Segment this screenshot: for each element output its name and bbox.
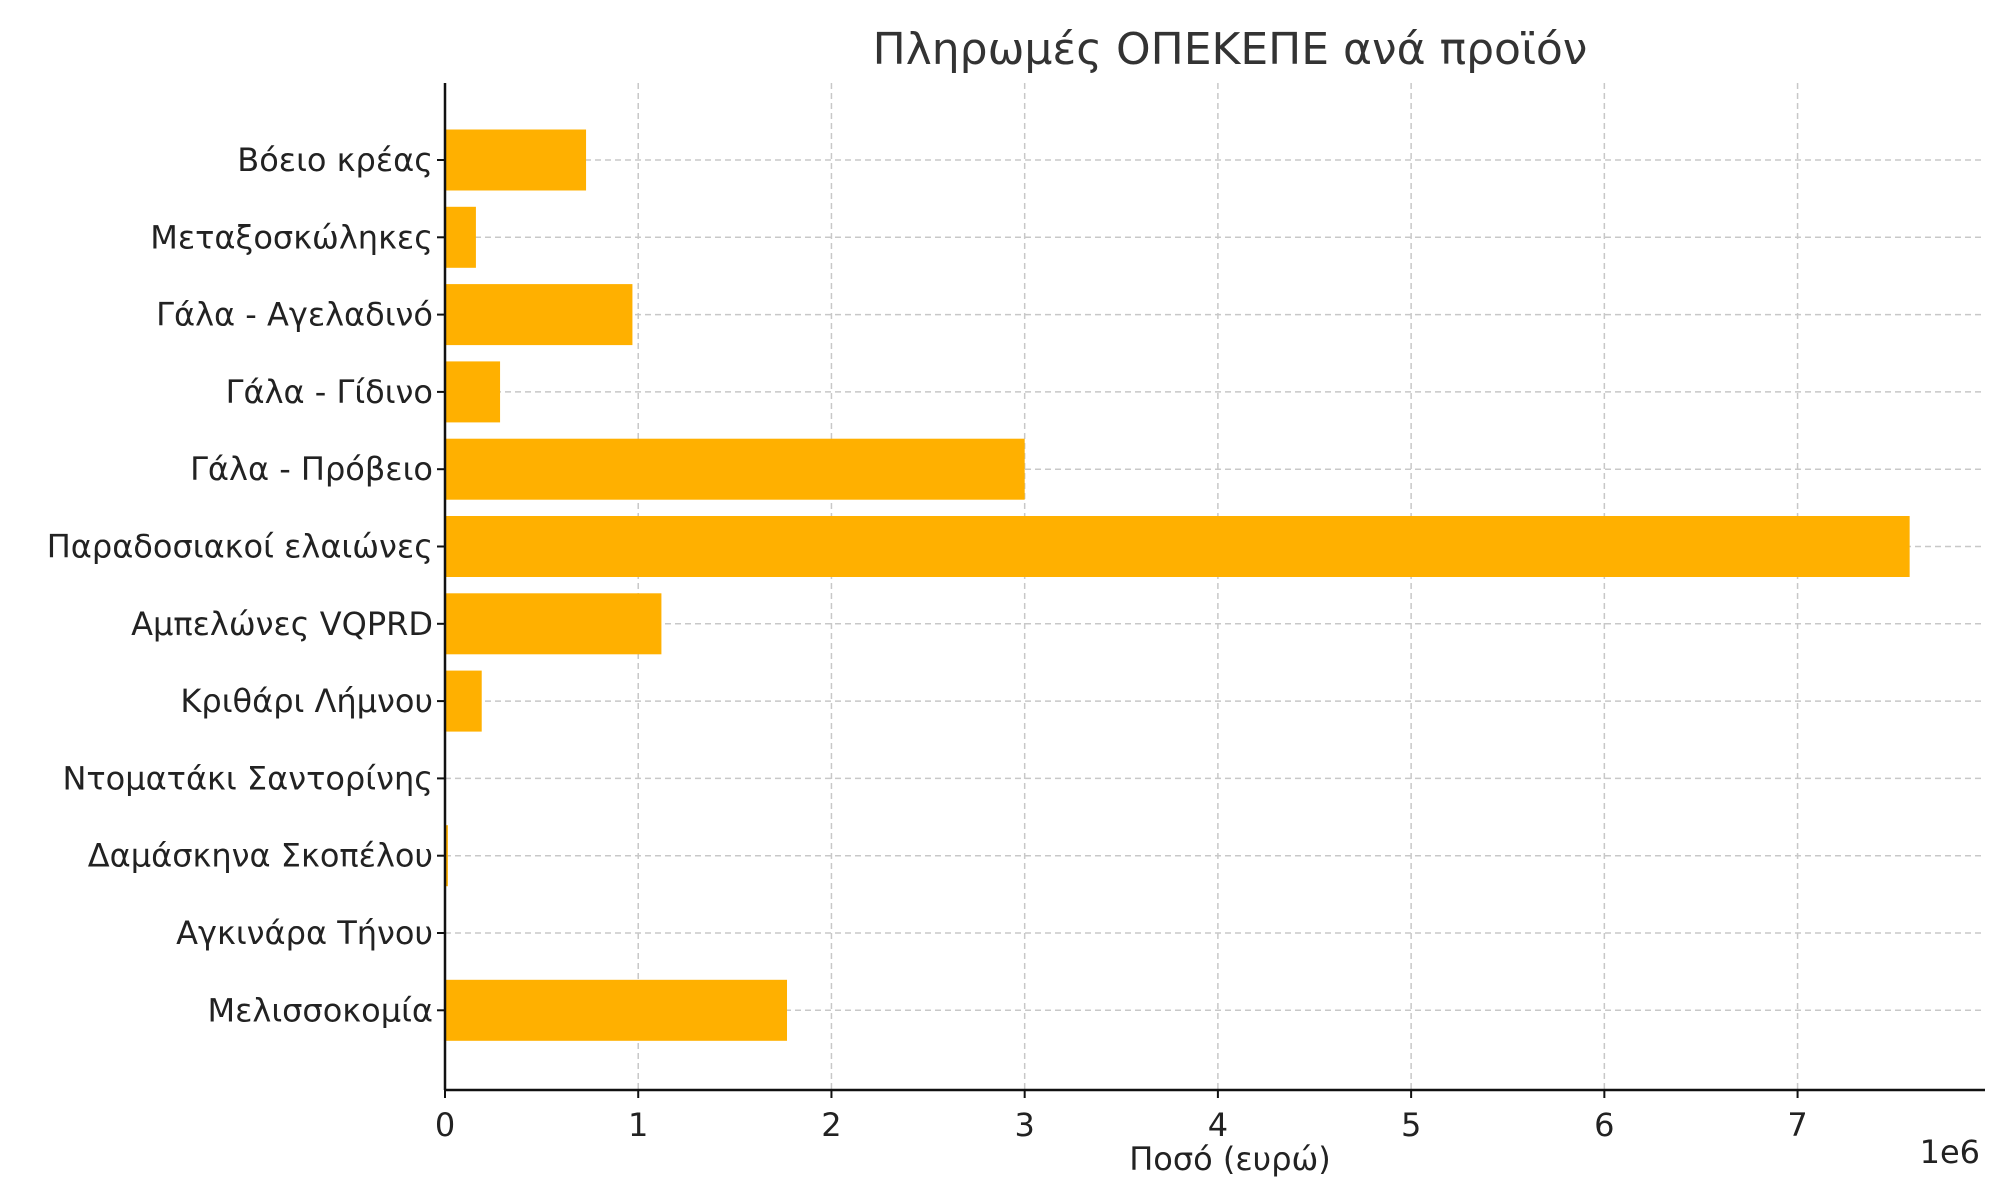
y-tick-label: Αμπελώνες VQPRD bbox=[131, 605, 433, 643]
y-tick-label: Ντοματάκι Σαντορίνης bbox=[62, 759, 433, 797]
x-tick-label: 6 bbox=[1594, 1106, 1614, 1144]
bar bbox=[445, 129, 587, 191]
x-tick-label: 4 bbox=[1208, 1106, 1228, 1144]
x-tick-label: 0 bbox=[435, 1106, 455, 1144]
y-tick-label: Μελισσοκομία bbox=[207, 991, 433, 1029]
y-tick-label: Γάλα - Γίδινο bbox=[226, 373, 433, 411]
y-tick-label: Αγκινάρα Τήνου bbox=[176, 914, 433, 952]
bars-layer bbox=[445, 129, 1910, 1041]
y-tick-label: Δαμάσκηνα Σκοπέλου bbox=[88, 837, 433, 875]
x-scale-label: 1e6 bbox=[1920, 1133, 1980, 1171]
axes-layer bbox=[437, 83, 1985, 1098]
y-tick-label: Γάλα - Πρόβειο bbox=[190, 450, 433, 488]
bar bbox=[445, 361, 501, 423]
bar bbox=[445, 516, 1910, 577]
x-axis-label: Ποσό (ευρώ) bbox=[1129, 1140, 1331, 1178]
labels-layer: 0 1 2 3 4 5 6 7 Βόειο κρέας Μεταξοσκώληκες Γάλα - … bbox=[47, 141, 1808, 1144]
bar bbox=[445, 825, 448, 887]
x-tick-label: 2 bbox=[821, 1106, 841, 1144]
bar bbox=[445, 670, 482, 732]
bar bbox=[445, 438, 1025, 500]
x-tick-label: 7 bbox=[1787, 1106, 1807, 1144]
grid-layer bbox=[444, 83, 1985, 1090]
bar bbox=[445, 206, 476, 268]
y-tick-label: Γάλα - Αγελαδινό bbox=[156, 296, 433, 334]
y-tick-label: Παραδοσιακοί ελαιώνες bbox=[47, 528, 433, 566]
chart-title: Πληρωμές ΟΠΕΚΕΠΕ ανά προϊόν bbox=[873, 24, 1588, 75]
bar bbox=[445, 979, 788, 1041]
x-tick-label: 3 bbox=[1014, 1106, 1034, 1144]
bar bbox=[445, 284, 633, 346]
x-tick-label: 1 bbox=[628, 1106, 648, 1144]
y-tick-label: Βόειο κρέας bbox=[237, 141, 433, 179]
x-tick-label: 5 bbox=[1401, 1106, 1421, 1144]
y-tick-label: Μεταξοσκώληκες bbox=[150, 218, 433, 256]
y-tick-label: Κριθάρι Λήμνου bbox=[180, 682, 433, 720]
bar bbox=[445, 593, 662, 655]
